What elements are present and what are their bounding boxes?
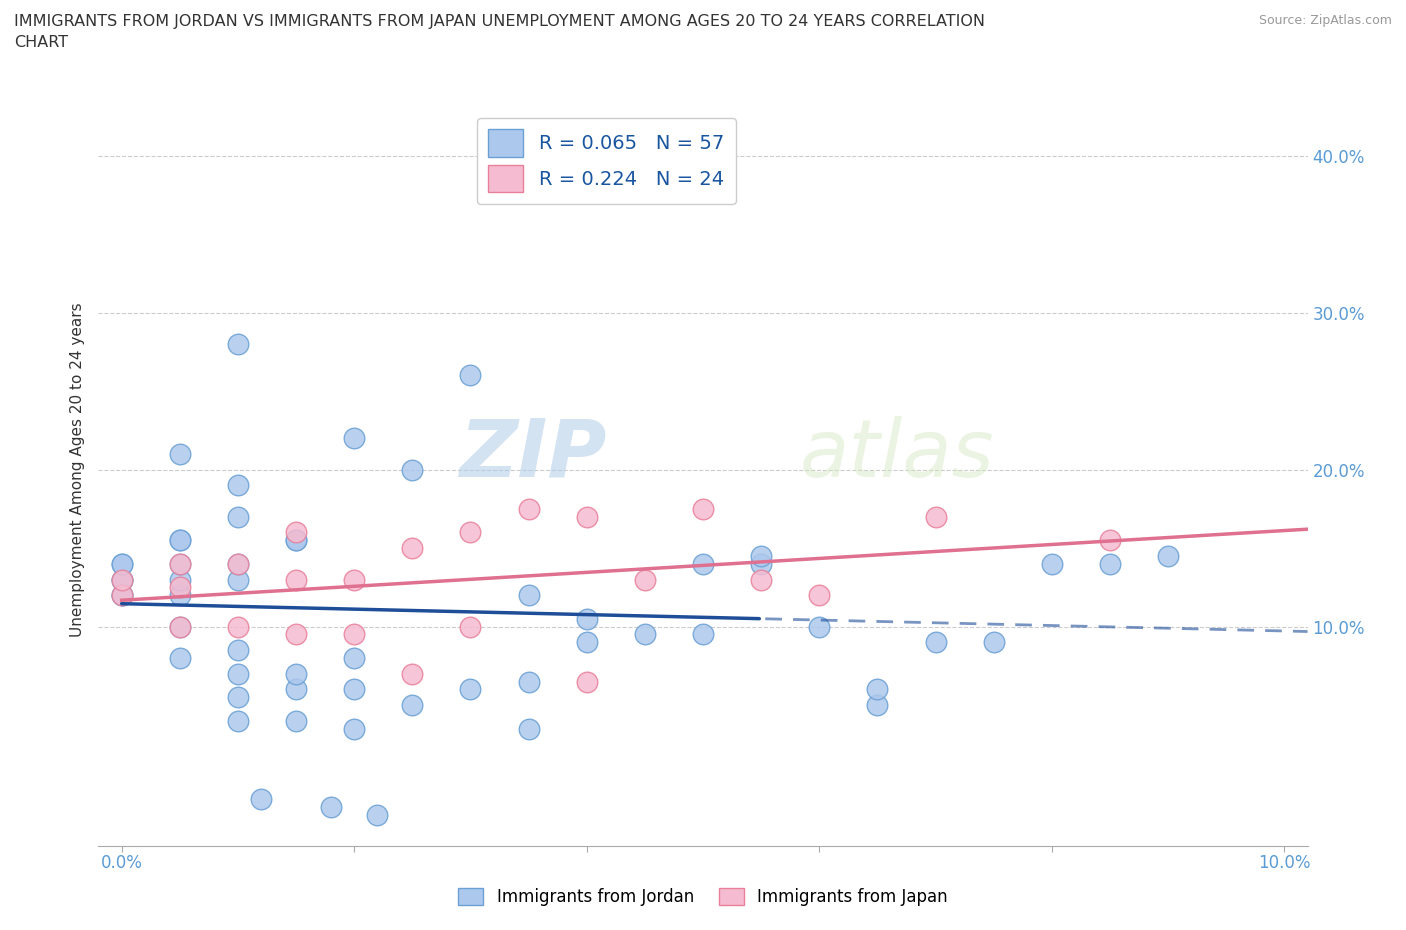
Point: [111, 556, 134, 571]
Point: [285, 533, 308, 548]
Point: [111, 588, 134, 603]
Point: [401, 462, 423, 477]
Point: [575, 510, 598, 525]
Point: [319, 800, 342, 815]
Text: atlas: atlas: [800, 416, 994, 494]
Point: [169, 533, 191, 548]
Point: [343, 627, 366, 642]
Point: [517, 674, 540, 689]
Point: [226, 556, 249, 571]
Point: [692, 501, 714, 516]
Point: [749, 572, 772, 587]
Point: [169, 572, 191, 587]
Text: CHART: CHART: [14, 35, 67, 50]
Point: [169, 556, 191, 571]
Point: [460, 368, 482, 383]
Point: [460, 619, 482, 634]
Point: [285, 572, 308, 587]
Y-axis label: Unemployment Among Ages 20 to 24 years: Unemployment Among Ages 20 to 24 years: [69, 302, 84, 637]
Point: [226, 556, 249, 571]
Point: [226, 337, 249, 352]
Point: [343, 431, 366, 445]
Text: 10.0%: 10.0%: [1258, 854, 1310, 872]
Point: [634, 572, 657, 587]
Point: [226, 690, 249, 705]
Point: [226, 666, 249, 681]
Point: [169, 619, 191, 634]
Point: [285, 533, 308, 548]
Point: [226, 572, 249, 587]
Point: [285, 627, 308, 642]
Point: [749, 556, 772, 571]
Point: [1157, 549, 1180, 564]
Point: [517, 721, 540, 736]
Point: [460, 682, 482, 697]
Point: [169, 651, 191, 666]
Point: [1040, 556, 1063, 571]
Point: [111, 572, 134, 587]
Point: [517, 501, 540, 516]
Point: [250, 791, 273, 806]
Point: [343, 721, 366, 736]
Point: [808, 588, 831, 603]
Point: [401, 698, 423, 712]
Point: [111, 588, 134, 603]
Point: [226, 478, 249, 493]
Point: [226, 619, 249, 634]
Point: [401, 666, 423, 681]
Point: [343, 682, 366, 697]
Point: [111, 556, 134, 571]
Point: [1098, 533, 1121, 548]
Point: [749, 549, 772, 564]
Point: [983, 635, 1005, 650]
Point: [924, 510, 946, 525]
Point: [169, 588, 191, 603]
Point: [285, 682, 308, 697]
Point: [692, 627, 714, 642]
Point: [401, 540, 423, 555]
Point: [111, 572, 134, 587]
Point: [866, 682, 889, 697]
Point: [517, 588, 540, 603]
Point: [1098, 556, 1121, 571]
Point: [575, 635, 598, 650]
Point: [366, 807, 388, 822]
Legend: R = 0.065   N = 57, R = 0.224   N = 24: R = 0.065 N = 57, R = 0.224 N = 24: [477, 118, 735, 204]
Point: [226, 713, 249, 728]
Text: 0.0%: 0.0%: [101, 854, 142, 872]
Legend: Immigrants from Jordan, Immigrants from Japan: Immigrants from Jordan, Immigrants from …: [451, 881, 955, 912]
Point: [285, 713, 308, 728]
Point: [692, 556, 714, 571]
Point: [634, 627, 657, 642]
Point: [226, 643, 249, 658]
Point: [111, 572, 134, 587]
Point: [866, 698, 889, 712]
Point: [169, 533, 191, 548]
Point: [111, 588, 134, 603]
Text: ZIP: ZIP: [458, 416, 606, 494]
Point: [226, 510, 249, 525]
Point: [285, 666, 308, 681]
Point: [285, 525, 308, 539]
Text: Source: ZipAtlas.com: Source: ZipAtlas.com: [1258, 14, 1392, 27]
Text: IMMIGRANTS FROM JORDAN VS IMMIGRANTS FROM JAPAN UNEMPLOYMENT AMONG AGES 20 TO 24: IMMIGRANTS FROM JORDAN VS IMMIGRANTS FRO…: [14, 14, 986, 29]
Point: [169, 580, 191, 595]
Point: [575, 674, 598, 689]
Point: [343, 651, 366, 666]
Point: [575, 611, 598, 626]
Point: [808, 619, 831, 634]
Point: [924, 635, 946, 650]
Point: [460, 525, 482, 539]
Point: [169, 619, 191, 634]
Point: [169, 556, 191, 571]
Point: [169, 446, 191, 461]
Point: [343, 572, 366, 587]
